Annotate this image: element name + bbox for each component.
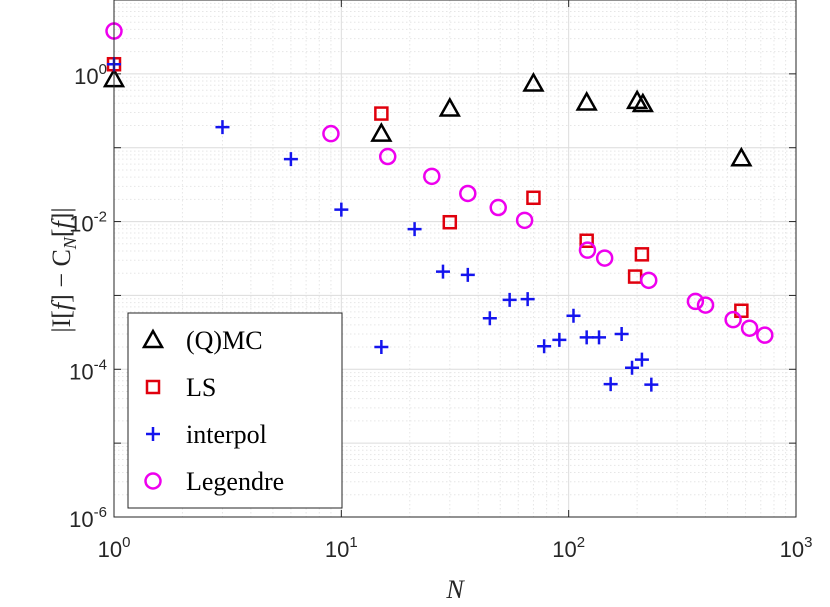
x-tick-label: 101 — [325, 534, 358, 562]
data-point — [522, 71, 545, 92]
data-point — [459, 184, 477, 203]
data-point — [374, 340, 389, 355]
data-point — [502, 292, 517, 307]
data-point — [407, 222, 422, 237]
data-point — [215, 120, 230, 135]
data-point — [595, 249, 614, 267]
data-point — [438, 96, 461, 117]
data-point — [435, 264, 450, 279]
x-tick-label: 103 — [780, 534, 813, 562]
legend-label: (Q)MC — [186, 326, 263, 355]
data-point — [489, 198, 507, 217]
data-point — [552, 332, 567, 347]
data-point — [696, 296, 715, 314]
legend-marker-square — [145, 379, 161, 395]
data-point — [625, 360, 640, 375]
data-point — [634, 352, 649, 367]
data-point — [283, 152, 298, 167]
tick-labels: 100 101 102 103 100 10-2 10-4 10-6 — [69, 61, 812, 562]
data-point — [634, 247, 650, 262]
data-point — [579, 233, 594, 248]
data-point — [537, 339, 552, 354]
data-point — [482, 311, 497, 326]
x-tick-label: 100 — [98, 534, 131, 562]
y-tick-label: 100 — [74, 61, 107, 89]
data-point — [374, 106, 389, 121]
data-point — [334, 202, 349, 217]
data-point — [520, 292, 535, 307]
legend-label: Legendre — [186, 467, 284, 496]
y-tick-label: 10-6 — [69, 504, 107, 532]
legend-marker-circle — [144, 472, 162, 490]
data-point — [526, 190, 541, 206]
data-point — [578, 241, 597, 259]
legend-marker-plus — [146, 427, 160, 441]
ticks — [114, 0, 796, 517]
legend-label: LS — [186, 373, 216, 402]
y-tick-label: 10-4 — [69, 356, 107, 384]
x-axis-label: N — [445, 575, 465, 604]
data-point — [686, 292, 705, 311]
data-point — [639, 271, 658, 290]
data-point — [631, 92, 654, 113]
data-point — [614, 327, 629, 342]
plot-frame — [113, 0, 797, 518]
data-point — [515, 211, 534, 230]
x-tick-label: 102 — [552, 534, 585, 562]
data-point — [603, 377, 618, 392]
data-point — [730, 146, 753, 167]
data-point — [566, 308, 581, 323]
data-point — [592, 330, 607, 345]
y-axis-label: |I[f] − CN[f]| — [47, 207, 80, 332]
legend-marker-triangle — [141, 328, 165, 349]
data-point — [625, 89, 649, 110]
data-point — [740, 319, 759, 337]
data-point — [442, 214, 458, 230]
legend: (Q)MC LS interpol Legendre — [127, 312, 343, 509]
data-point — [423, 167, 441, 186]
data-marks — [102, 22, 774, 392]
data-point — [724, 310, 742, 329]
data-point — [644, 377, 659, 392]
data-point — [575, 90, 598, 111]
data-point — [579, 330, 594, 345]
data-point — [756, 326, 774, 344]
data-point — [322, 124, 340, 143]
y-tick-label: 10-2 — [69, 209, 107, 237]
data-point — [370, 122, 393, 142]
data-point — [460, 267, 475, 282]
legend-label: interpol — [186, 420, 267, 449]
legend-box — [127, 312, 343, 509]
data-point — [378, 147, 397, 166]
series-triangle — [102, 67, 753, 167]
